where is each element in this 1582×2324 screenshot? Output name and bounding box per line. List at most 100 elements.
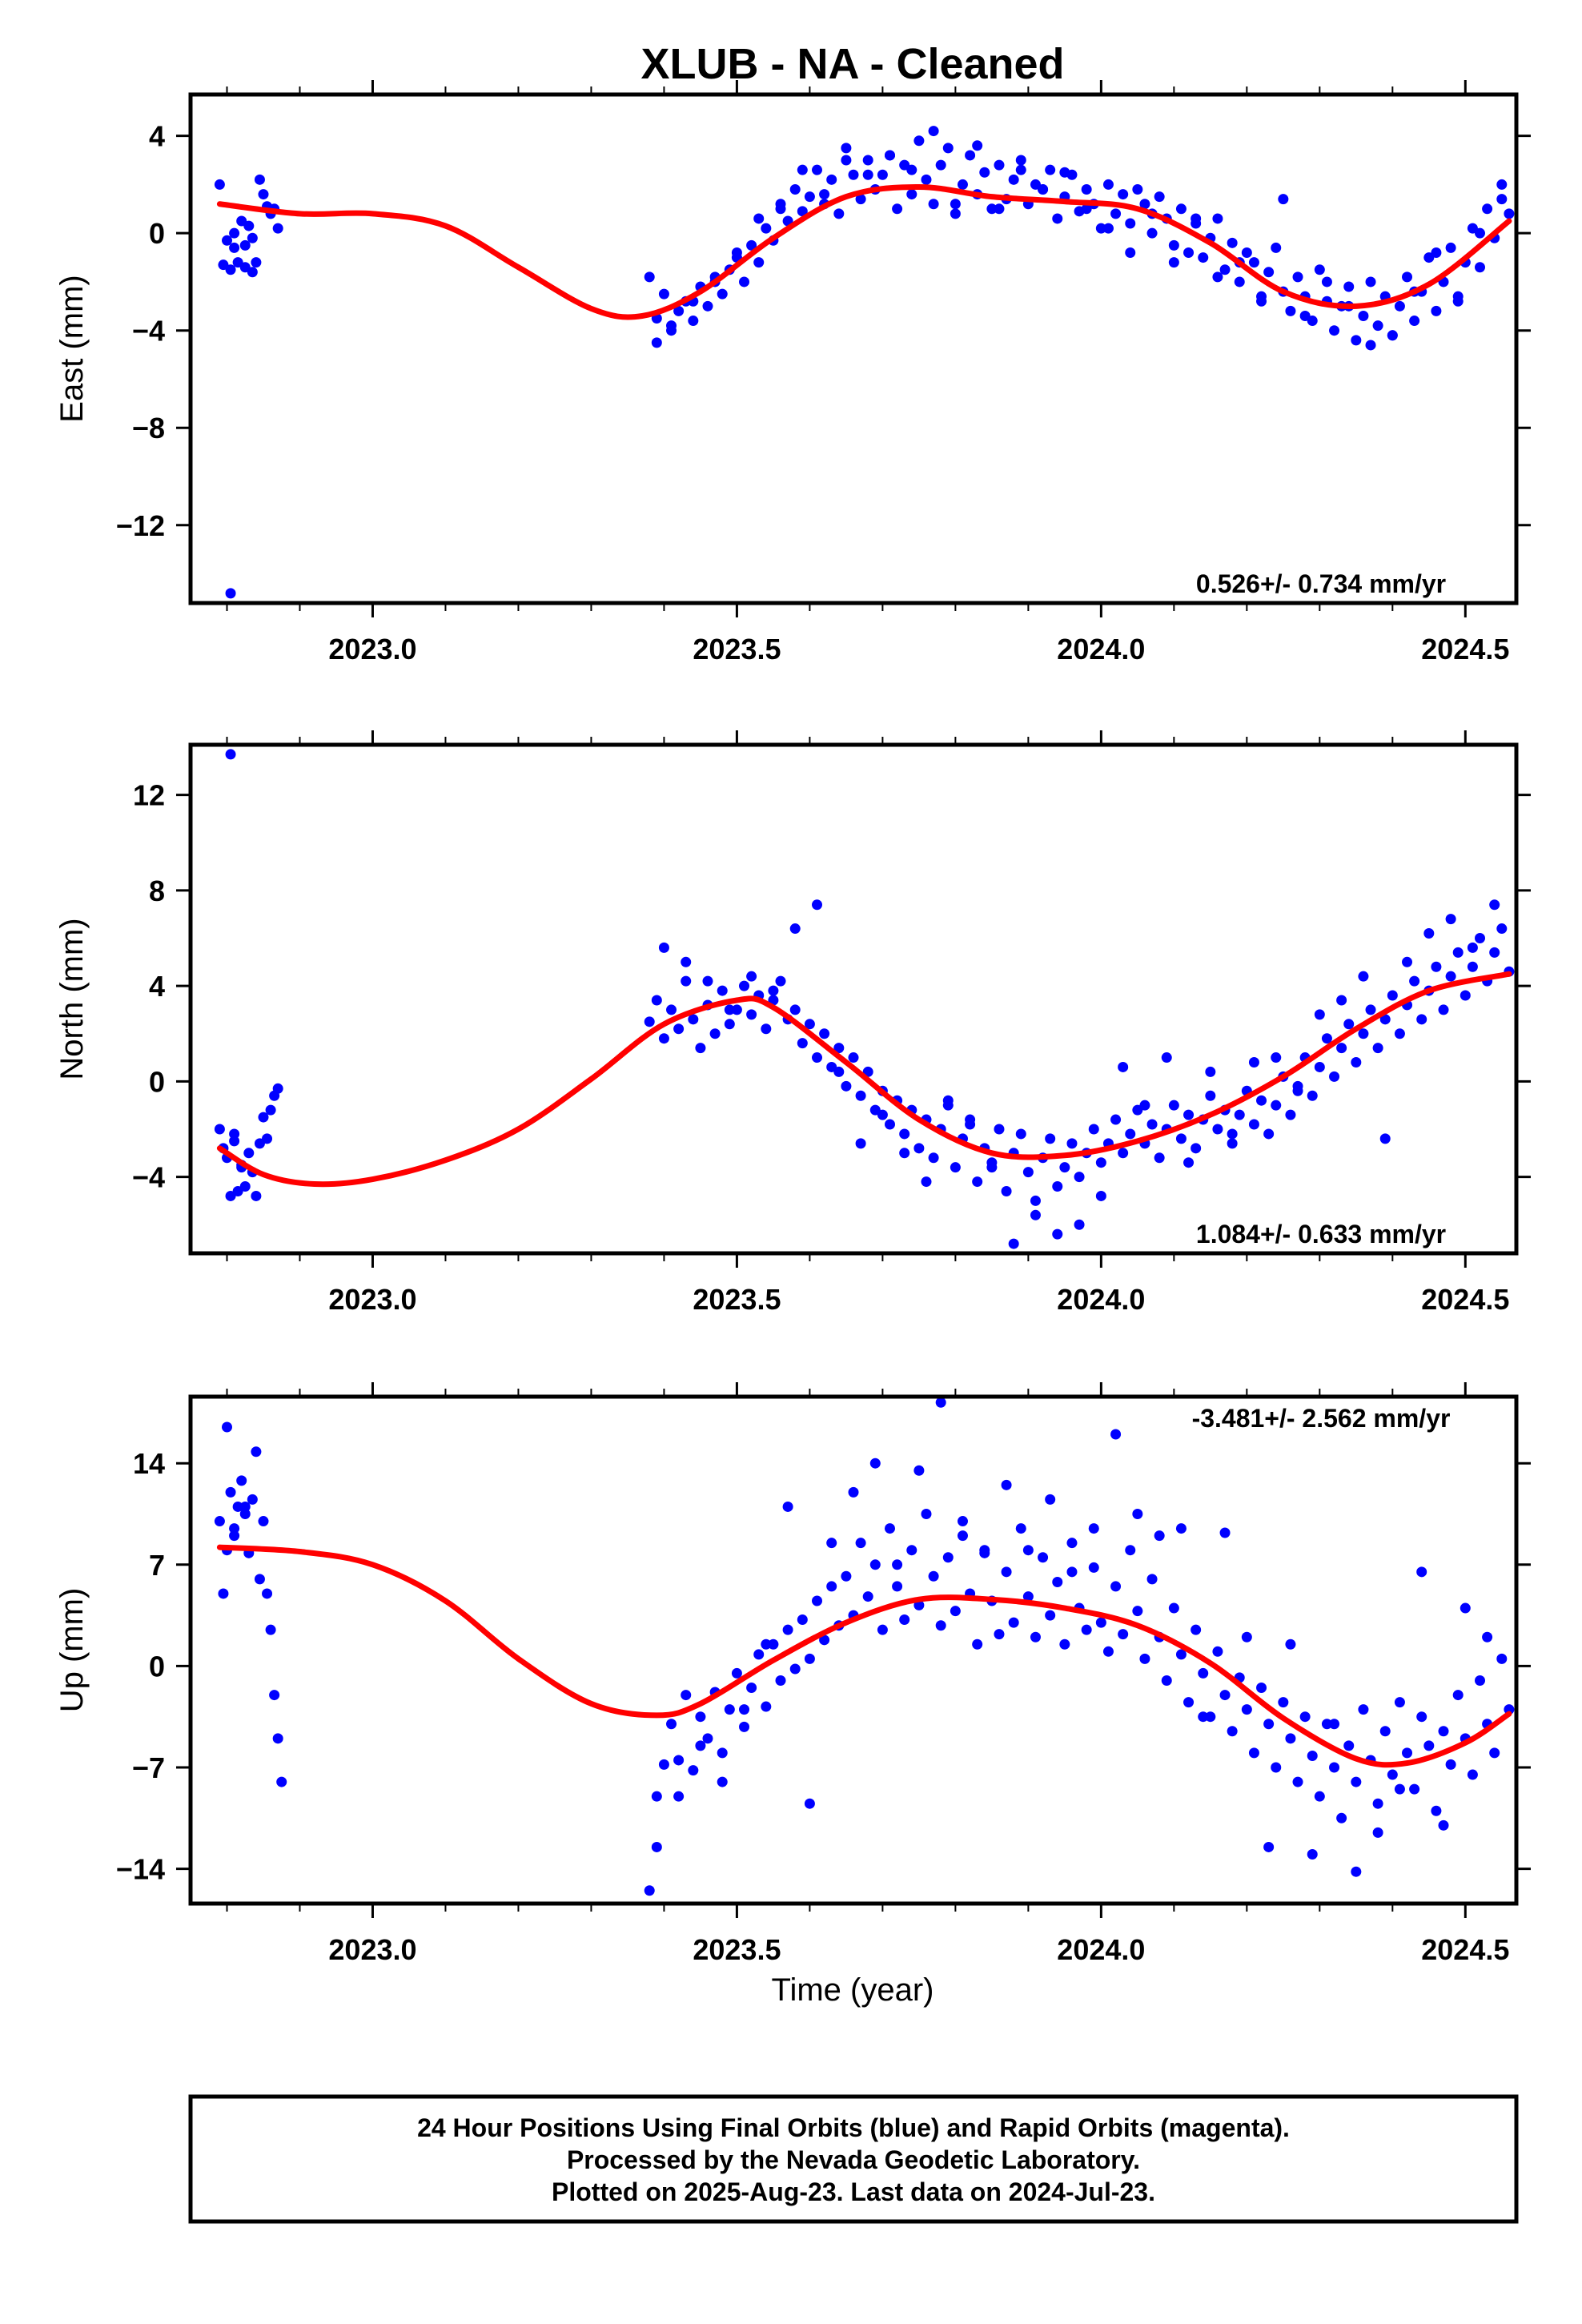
data-point bbox=[913, 135, 925, 147]
data-point bbox=[1292, 1085, 1303, 1096]
data-point bbox=[1030, 1631, 1041, 1642]
data-point bbox=[1307, 1751, 1318, 1762]
data-point bbox=[855, 1138, 866, 1149]
data-point bbox=[681, 956, 692, 967]
data-point bbox=[688, 1014, 699, 1025]
data-point bbox=[1110, 208, 1122, 219]
data-point bbox=[1467, 942, 1478, 953]
y-tick-label: 4 bbox=[149, 970, 165, 1003]
x-tick-label: 2024.0 bbox=[1057, 1933, 1145, 1966]
data-point bbox=[221, 1421, 232, 1433]
data-point bbox=[673, 1023, 685, 1035]
data-point bbox=[1139, 1100, 1150, 1111]
fit-curve bbox=[216, 183, 1512, 320]
data-point bbox=[1045, 1494, 1056, 1505]
data-point bbox=[1132, 1508, 1143, 1519]
data-point bbox=[1212, 213, 1223, 224]
data-point bbox=[1001, 1566, 1012, 1578]
data-point bbox=[775, 203, 786, 215]
data-point bbox=[972, 1638, 983, 1650]
data-point bbox=[258, 1516, 269, 1527]
data-point bbox=[906, 1545, 917, 1556]
data-point bbox=[935, 159, 946, 171]
data-point bbox=[1219, 1690, 1231, 1701]
data-point bbox=[658, 942, 669, 953]
data-point bbox=[1212, 1646, 1223, 1657]
data-point bbox=[848, 1052, 859, 1063]
data-point bbox=[841, 155, 852, 166]
data-point bbox=[950, 1162, 961, 1173]
data-point bbox=[1379, 1133, 1391, 1144]
data-point bbox=[1102, 1646, 1114, 1657]
data-point bbox=[1329, 1071, 1340, 1082]
data-point bbox=[1336, 1043, 1347, 1054]
data-point bbox=[254, 174, 265, 185]
data-point bbox=[884, 150, 895, 161]
data-point bbox=[272, 1733, 283, 1744]
data-point bbox=[994, 1629, 1005, 1640]
data-point bbox=[819, 1634, 830, 1646]
data-point bbox=[1205, 1066, 1216, 1077]
data-point bbox=[957, 1530, 968, 1542]
data-point bbox=[658, 288, 669, 300]
data-point bbox=[229, 1530, 240, 1542]
data-point bbox=[812, 164, 823, 175]
data-point bbox=[1372, 320, 1383, 332]
data-point bbox=[724, 1004, 735, 1015]
data-point bbox=[1241, 247, 1252, 258]
data-point bbox=[229, 1523, 240, 1534]
data-point bbox=[986, 1162, 998, 1173]
data-point bbox=[1045, 1610, 1056, 1621]
data-point bbox=[1168, 257, 1179, 268]
data-point bbox=[1241, 1631, 1252, 1642]
data-point bbox=[812, 1052, 823, 1063]
data-point bbox=[1271, 1762, 1282, 1773]
data-point bbox=[877, 1624, 888, 1635]
data-point bbox=[797, 164, 808, 175]
data-point bbox=[239, 239, 251, 251]
data-point bbox=[276, 1776, 287, 1787]
data-point bbox=[1081, 1624, 1092, 1635]
y-tick-label: 7 bbox=[149, 1549, 165, 1582]
data-point bbox=[1110, 1114, 1122, 1125]
data-point bbox=[239, 262, 251, 273]
data-point bbox=[826, 174, 837, 185]
data-point bbox=[1146, 227, 1158, 239]
data-point bbox=[979, 167, 990, 178]
data-point bbox=[258, 1112, 269, 1123]
data-point bbox=[1241, 1704, 1252, 1715]
data-point bbox=[761, 1701, 772, 1712]
data-point bbox=[877, 169, 888, 180]
velocity-annotation: -3.481+/- 2.562 mm/yr bbox=[1192, 1404, 1451, 1433]
data-point bbox=[1154, 1530, 1165, 1542]
data-point bbox=[1248, 1747, 1259, 1759]
data-point bbox=[1095, 223, 1106, 234]
data-point bbox=[899, 1128, 910, 1140]
data-point bbox=[1059, 1638, 1070, 1650]
data-point bbox=[1372, 1798, 1383, 1809]
data-point bbox=[789, 923, 801, 935]
data-point bbox=[1256, 291, 1267, 302]
data-point bbox=[225, 1486, 236, 1498]
data-point bbox=[819, 1028, 830, 1039]
data-point bbox=[1263, 1128, 1275, 1140]
data-point bbox=[1168, 239, 1179, 251]
data-point bbox=[225, 749, 236, 760]
data-point bbox=[1496, 194, 1508, 205]
data-point bbox=[841, 1080, 852, 1092]
data-point bbox=[935, 1397, 946, 1408]
data-point bbox=[1372, 1827, 1383, 1838]
data-point bbox=[717, 1776, 728, 1787]
figure-title: XLUB - NA - Cleaned bbox=[640, 40, 1064, 88]
data-point bbox=[1022, 1591, 1034, 1602]
data-point bbox=[906, 164, 917, 175]
data-point bbox=[1358, 310, 1369, 321]
data-point bbox=[218, 1588, 229, 1599]
data-point bbox=[1409, 316, 1420, 327]
data-point bbox=[1022, 1545, 1034, 1556]
footer-line-2: Processed by the Nevada Geodetic Laborat… bbox=[567, 2145, 1140, 2174]
data-point bbox=[1248, 1057, 1259, 1068]
fit-curve bbox=[216, 971, 1512, 1188]
data-point bbox=[251, 1446, 262, 1458]
data-point bbox=[1504, 208, 1515, 219]
